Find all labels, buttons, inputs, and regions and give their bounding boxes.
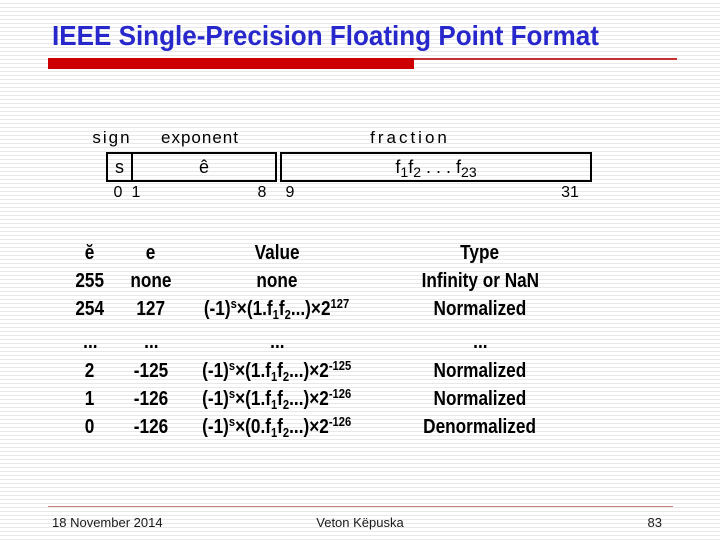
- table-row: 254 127 (-1)s×(1.f1f2...)×2127 Normalize…: [55, 296, 600, 325]
- cell-e: ...: [143, 331, 159, 353]
- cell-ebar: 1: [85, 388, 95, 410]
- cell-e: -126: [133, 416, 169, 438]
- cell-value: (-1)s×(1.f1f2...)×2-125: [202, 358, 352, 384]
- fraction-box: f1f2 . . . f23: [280, 152, 592, 182]
- cell-ebar: ...: [82, 331, 98, 353]
- sign-field-label: sign: [92, 128, 132, 147]
- cell-type: Infinity or NaN: [421, 270, 539, 292]
- bit-number-31: 31: [561, 184, 579, 201]
- encoding-table: ĕ e Value Type 255 none none Infinity or…: [55, 241, 600, 443]
- cell-value: (-1)s×(0.f1f2...)×2-126: [202, 414, 352, 440]
- cell-e: -126: [133, 388, 169, 410]
- table-row-ellipsis: ... ... ... ...: [55, 325, 600, 359]
- cell-ebar: 255: [75, 270, 105, 292]
- header-ebar: ĕ: [85, 242, 95, 264]
- table-row: 2 -125 (-1)s×(1.f1f2...)×2-125 Normalize…: [55, 358, 600, 387]
- table-row: 0 -126 (-1)s×(0.f1f2...)×2-126 Denormali…: [55, 414, 600, 443]
- exponent-bit-cell: ê: [198, 156, 209, 177]
- cell-ebar: 254: [75, 298, 105, 320]
- bit-number-1: 1: [131, 184, 141, 201]
- title-accent-bar: [48, 58, 414, 69]
- cell-value: ...: [269, 331, 285, 353]
- header-e: e: [146, 242, 156, 264]
- cell-e: none: [130, 270, 172, 292]
- page-title: IEEE Single-Precision Floating Point For…: [52, 20, 599, 51]
- header-value: Value: [254, 242, 300, 264]
- fraction-bits-text: f1f2 . . . f23: [395, 156, 477, 180]
- fraction-field-label: fraction: [370, 128, 450, 147]
- cell-type: Normalized: [433, 298, 527, 320]
- cell-ebar: 2: [85, 360, 95, 382]
- cell-type: Normalized: [433, 360, 527, 382]
- cell-e: -125: [133, 360, 169, 382]
- cell-value: none: [256, 270, 298, 292]
- sign-bit-cell: s: [108, 154, 133, 180]
- cell-e: 127: [136, 298, 166, 320]
- bit-number-9: 9: [285, 184, 295, 201]
- cell-value: (-1)s×(1.f1f2...)×2-126: [202, 386, 352, 412]
- footer-date: 18 November 2014: [52, 515, 163, 530]
- cell-ebar: 0: [85, 416, 95, 438]
- cell-type: Normalized: [433, 388, 527, 410]
- cell-value: (-1)s×(1.f1f2...)×2127: [204, 296, 350, 322]
- exponent-field-label: exponent: [161, 128, 239, 147]
- table-row: 255 none none Infinity or NaN: [55, 269, 600, 297]
- table-header-row: ĕ e Value Type: [55, 241, 600, 269]
- cell-type: Denormalized: [423, 416, 537, 438]
- bit-number-0: 0: [113, 184, 123, 201]
- footer-author: Veton Këpuska: [316, 515, 404, 530]
- cell-type: ...: [472, 331, 488, 353]
- footer-rule: [48, 506, 673, 507]
- header-type: Type: [460, 242, 500, 264]
- footer-page-number: 83: [647, 515, 662, 530]
- sign-exponent-box: s ê: [106, 152, 277, 182]
- table-row: 1 -126 (-1)s×(1.f1f2...)×2-126 Normalize…: [55, 386, 600, 415]
- bit-number-8: 8: [257, 184, 267, 201]
